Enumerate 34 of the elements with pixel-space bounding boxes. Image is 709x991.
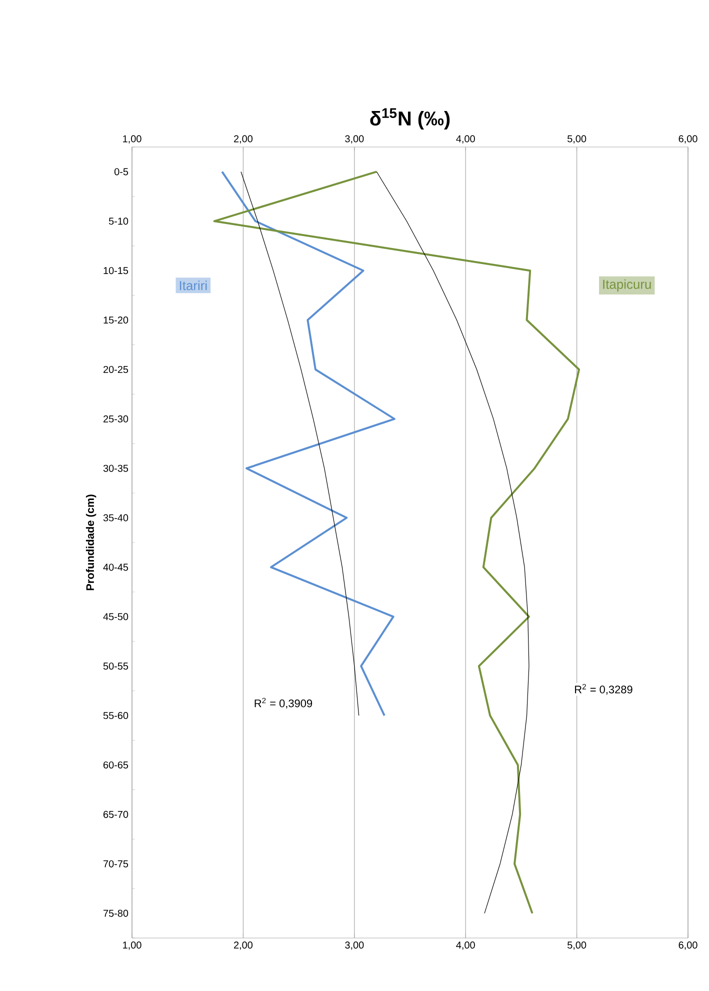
- y-tick-label: 15-20: [104, 316, 128, 324]
- y-tick-label: 60-65: [104, 761, 128, 768]
- y-tick-label: 65-70: [104, 810, 128, 818]
- y-tick-label: 10-15: [104, 267, 128, 274]
- x2-tick-label: 3,00: [345, 135, 364, 144]
- x-tick-label: 6,00: [678, 942, 698, 950]
- x-tick-label: 1,00: [123, 942, 142, 950]
- x2-tick-label: 5,00: [568, 135, 586, 144]
- y-tick-label: 25-30: [104, 415, 128, 422]
- x2-tick-label: 1,00: [123, 135, 142, 144]
- x-tick-label: 4,00: [456, 942, 475, 950]
- annotation: R$^{2}$ = 0,3289: [575, 684, 632, 695]
- y-tick-label: 0-5: [114, 168, 128, 176]
- x-tick-label: 3,00: [345, 942, 364, 950]
- y-tick-label: 30-35: [103, 464, 128, 472]
- text: Itapicuru: [603, 279, 651, 292]
- x-tick-label: 2,00: [234, 942, 253, 950]
- y-tick-label: 40-45: [103, 564, 128, 571]
- y-tick-label: 55-60: [103, 712, 128, 720]
- y-tick-label: 5-10: [108, 218, 128, 225]
- y-tick-label: 20-25: [104, 366, 128, 373]
- x2-tick-label: 2,00: [234, 135, 253, 144]
- chart-title: δ$^{15}$N (‰): [370, 108, 450, 130]
- text: Itariri: [180, 280, 207, 290]
- y-tick-label: 50-55: [103, 662, 128, 670]
- y-tick-label: 35-40: [103, 514, 128, 522]
- x2-tick-label: 4,00: [456, 135, 475, 144]
- x-tick-label: 5,00: [568, 942, 586, 950]
- y-axis-title: Profundidade (cm): [86, 494, 96, 590]
- y-tick-label: 70-75: [104, 860, 128, 868]
- y-tick-label: 45-50: [103, 613, 128, 620]
- annotation: R$^{2}$ = 0,3909: [254, 698, 312, 709]
- x2-tick-label: 6,00: [678, 135, 698, 144]
- y-tick-label: 75-80: [104, 910, 128, 917]
